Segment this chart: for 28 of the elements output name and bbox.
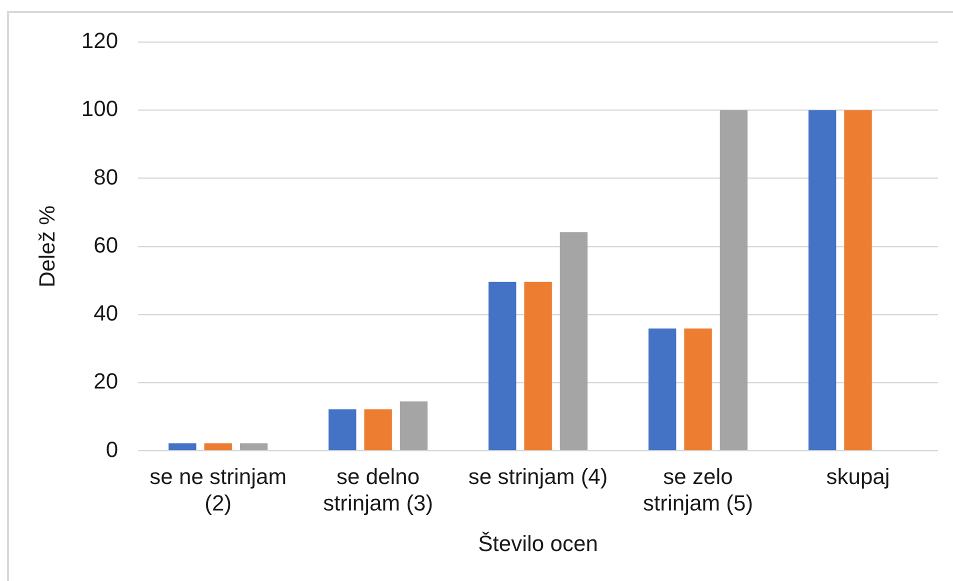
y-tick-label: 40 xyxy=(94,300,118,326)
bar xyxy=(720,110,748,450)
bar xyxy=(524,282,552,450)
y-tick-label: 100 xyxy=(81,96,118,122)
x-tick-label: se zelo strinjam (5) xyxy=(643,464,754,516)
bar xyxy=(684,328,712,450)
bar xyxy=(328,409,356,450)
bar xyxy=(560,232,588,450)
x-tick-label: se delno strinjam (3) xyxy=(323,464,434,516)
x-tick-label: se strinjam (4) xyxy=(468,464,608,490)
bar xyxy=(488,282,516,450)
bar xyxy=(240,443,268,450)
bar xyxy=(364,409,392,450)
y-tick-label: 20 xyxy=(94,368,118,394)
bar xyxy=(808,110,836,450)
bar xyxy=(400,401,428,450)
y-tick-label: 0 xyxy=(106,436,118,462)
y-axis-title: Delež % xyxy=(34,205,60,288)
x-tick-label: skupaj xyxy=(826,464,890,490)
bar xyxy=(844,110,872,450)
y-tick-label: 120 xyxy=(81,28,118,54)
bar xyxy=(168,443,196,450)
bar xyxy=(648,328,676,450)
x-axis-title: Število ocen xyxy=(478,530,598,556)
x-tick-label: se ne strinjam (2) xyxy=(150,464,287,516)
y-tick-label: 80 xyxy=(94,164,118,190)
y-tick-label: 60 xyxy=(94,232,118,258)
bar xyxy=(204,443,232,450)
